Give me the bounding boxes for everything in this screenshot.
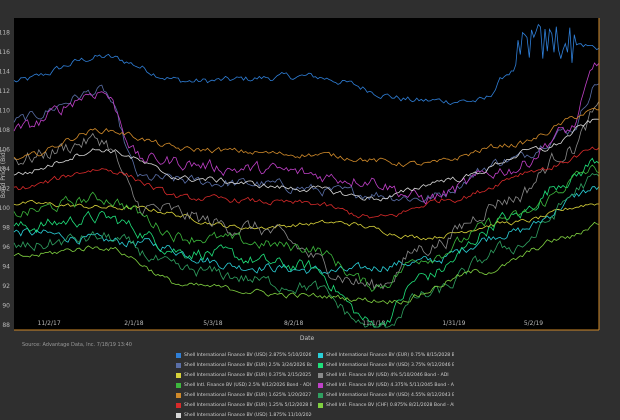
y-tick-label: 104 — [0, 166, 10, 173]
y-tick-label: 116 — [0, 49, 10, 56]
y-tick-label: 100 — [0, 205, 10, 212]
legend-item[interactable]: Shell International Finance BV (EUR) 0.7… — [318, 351, 454, 359]
legend-swatch — [318, 402, 323, 408]
series-line — [13, 157, 600, 328]
legend-label: Shell International Finance BV (USD) 2.8… — [184, 352, 312, 358]
plot-background — [14, 18, 599, 330]
y-tick-label: 108 — [0, 127, 10, 134]
y-tick-label: 96 — [2, 244, 10, 251]
series-line — [13, 164, 600, 293]
legend-label: Shell International Finance BV (USD) 1.8… — [184, 412, 312, 418]
legend: Shell International Finance BV (USD) 2.8… — [176, 351, 476, 419]
x-axis-title: Date — [300, 335, 315, 342]
series-line — [13, 118, 600, 202]
legend-swatch — [176, 412, 181, 418]
y-tick-label: 94 — [2, 264, 10, 271]
y-axis-title: Bond Price (Bid) — [0, 150, 7, 198]
legend-item[interactable]: Shell International Finance BV (EUR) 1.6… — [176, 391, 312, 399]
y-tick-label: 90 — [2, 303, 10, 310]
legend-swatch — [176, 352, 181, 358]
legend-swatch — [318, 352, 323, 358]
legend-item[interactable]: Shell Intl. Finance BV (USD) 4.375% 5/11… — [318, 381, 454, 389]
legend-swatch — [318, 372, 323, 378]
legend-label: Shell International Finance BV (EUR) 1.2… — [184, 402, 312, 408]
series-line — [13, 199, 600, 241]
series-line — [13, 62, 600, 205]
legend-label: Shell International Finance BV (EUR) 2.5… — [184, 362, 312, 368]
legend-swatch — [176, 402, 181, 408]
series-line — [13, 83, 600, 203]
legend-label: Shell Intl. Finance BV (CHF) 0.875% 8/21… — [326, 402, 454, 408]
series-line — [13, 146, 600, 219]
legend-item[interactable]: Shell International Finance BV (USD) 3.7… — [318, 361, 454, 369]
legend-label: Shell International Finance BV (EUR) 0.3… — [184, 372, 312, 378]
y-tick-label: 106 — [0, 147, 10, 154]
legend-item[interactable]: Shell International Finance BV (USD) 2.8… — [176, 351, 312, 359]
x-tick-label: 11/2/17 — [38, 320, 61, 327]
series-line — [13, 186, 600, 274]
y-tick-label: 118 — [0, 30, 10, 37]
x-tick-label: 11/1/18 — [362, 320, 385, 327]
legend-swatch — [318, 362, 323, 368]
x-tick-label: 5/3/18 — [203, 320, 222, 327]
series-line — [13, 101, 600, 290]
legend-item[interactable]: Shell Intl. Finance BV (USD) 2.5% 9/12/2… — [176, 381, 312, 389]
legend-label: Shell International Finance BV (USD) 4.5… — [326, 392, 454, 398]
legend-swatch — [176, 362, 181, 368]
legend-swatch — [176, 382, 181, 388]
legend-label: Shell International Finance BV (EUR) 0.7… — [326, 352, 454, 358]
y-tick-label: 110 — [0, 108, 10, 115]
x-tick-label: 2/1/18 — [124, 320, 143, 327]
series-line — [13, 23, 600, 106]
series-line — [13, 172, 600, 328]
series-layer — [13, 23, 600, 328]
y-tick-label: 92 — [2, 283, 10, 290]
source-note: Source: Advantage Data, Inc. 7/18/19 13:… — [22, 342, 132, 348]
legend-item[interactable]: Shell International Finance BV (USD) 1.8… — [176, 411, 312, 419]
x-tick-label: 5/2/19 — [524, 320, 543, 327]
legend-label: Shell International Finance BV (USD) 3.7… — [326, 362, 454, 368]
legend-swatch — [318, 392, 323, 398]
legend-item[interactable]: Shell International Finance BV (EUR) 1.2… — [176, 401, 312, 409]
series-line — [13, 221, 600, 305]
legend-label: Shell Intl. Finance BV (USD) 4.375% 5/11… — [326, 382, 454, 388]
legend-label: Shell International Finance BV (EUR) 1.6… — [184, 392, 312, 398]
y-tick-label: 98 — [2, 225, 10, 232]
legend-item[interactable]: Shell International Finance BV (EUR) 2.5… — [176, 361, 312, 369]
y-tick-label: 114 — [0, 69, 10, 76]
y-axis: 88 90 92 94 96 98 100 102 104 106 108 110 112 114 116 1… — [0, 30, 10, 330]
legend-item[interactable]: Shell Intl. Finance BV (USD) 4% 5/10/204… — [318, 371, 454, 379]
series-line — [13, 107, 599, 168]
legend-label: Shell Intl. Finance BV (USD) 2.5% 9/12/2… — [184, 382, 311, 388]
x-tick-label: 1/31/19 — [442, 320, 465, 327]
y-tick-label: 88 — [2, 322, 10, 329]
legend-item[interactable]: Shell International Finance BV (EUR) 0.3… — [176, 371, 312, 379]
legend-swatch — [176, 372, 181, 378]
legend-item[interactable]: Shell International Finance BV (USD) 4.5… — [318, 391, 454, 399]
legend-item[interactable]: Shell Intl. Finance BV (CHF) 0.875% 8/21… — [318, 401, 454, 409]
x-axis: 11/2/17 2/1/18 5/3/18 8/2/18 11/1/18 1/31/19 5… — [38, 320, 544, 327]
legend-swatch — [318, 382, 323, 388]
y-tick-label: 102 — [0, 186, 10, 193]
legend-swatch — [176, 392, 181, 398]
legend-label: Shell Intl. Finance BV (USD) 4% 5/10/204… — [326, 372, 449, 378]
x-tick-label: 8/2/18 — [284, 320, 303, 327]
y-tick-label: 112 — [0, 88, 10, 95]
